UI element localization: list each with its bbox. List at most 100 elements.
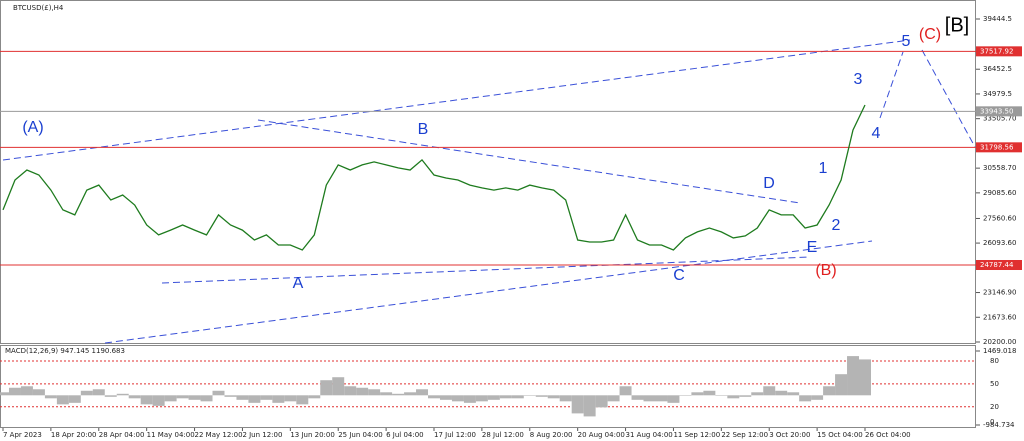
macd-bar: [200, 395, 213, 402]
macd-bar: [8, 387, 21, 396]
macd-bar: [631, 395, 644, 400]
x-tick-label: 18 Apr 20:00: [51, 431, 97, 439]
x-tick-label: 15 Oct 04:00: [817, 431, 863, 439]
macd-bar: [559, 395, 572, 402]
macd-bar: [80, 390, 93, 396]
y2-tick-label: 80: [990, 357, 999, 365]
x-tick-label: 20 Aug 04:00: [578, 431, 625, 439]
wave-label: 1: [819, 160, 828, 177]
macd-bar: [811, 395, 824, 400]
macd-bar: [583, 395, 596, 417]
macd-bar: [20, 386, 33, 396]
macd-bar: [475, 395, 488, 402]
macd-bar: [140, 395, 153, 405]
macd-bar: [451, 395, 464, 402]
x-tick-label: 2 Jun 12:00: [242, 431, 282, 439]
macd-bar: [487, 395, 500, 400]
macd-bar: [404, 392, 417, 396]
x-tick-label: 11 Sep 12:00: [673, 431, 720, 439]
macd-bar: [344, 386, 357, 396]
macd-bar: [571, 395, 584, 414]
macd-bar: [499, 395, 512, 399]
macd-bar: [164, 395, 177, 402]
macd-bar: [439, 395, 452, 400]
macd-bar: [535, 395, 548, 397]
x-tick-label: 8 Aug 20:00: [530, 431, 573, 439]
y-tick-label: 39444.5: [983, 15, 1012, 23]
macd-bar: [212, 390, 225, 396]
macd-bar: [356, 387, 369, 396]
x-tick-label: 3 Oct 20:00: [769, 431, 810, 439]
macd-bar: [547, 395, 560, 399]
macd-bar: [248, 395, 261, 403]
macd-bar: [224, 395, 237, 397]
macd-bar: [739, 395, 752, 397]
wave-label: (A): [22, 119, 43, 136]
macd-bar: [691, 392, 704, 396]
x-tick-label: 26 Oct 04:00: [865, 431, 911, 439]
y-tick-label: 33505.70: [983, 115, 1016, 123]
wave-label: (C): [919, 26, 941, 43]
y-tick-label: 23146.90: [983, 289, 1016, 297]
macd-bar: [607, 395, 620, 402]
y-tick-label: 30558.70: [983, 164, 1016, 172]
x-tick-label: 13 Jun 20:00: [290, 431, 334, 439]
y-tick-label: 26093.60: [983, 239, 1016, 247]
trend-line: [2, 39, 911, 161]
y-tick-label: 20200.00: [983, 338, 1016, 346]
level-tag: [976, 106, 1022, 117]
macd-bar: [847, 356, 860, 396]
macd-bar: [44, 395, 57, 399]
main-panel: [0, 0, 976, 344]
x-tick-label: 28 Jul 12:00: [482, 431, 524, 439]
wave-label: E: [807, 239, 818, 256]
wave-label: 5: [902, 33, 911, 50]
macd-bar: [272, 395, 285, 403]
x-tick-label: 11 May 04:00: [147, 431, 195, 439]
macd-bar: [835, 374, 848, 396]
macd-bar: [595, 395, 608, 408]
macd-bar: [56, 395, 69, 405]
macd-bar: [0, 392, 9, 396]
macd-bar: [751, 392, 764, 396]
macd-bar: [799, 395, 812, 402]
trend-line: [104, 240, 873, 344]
macd-bar: [104, 395, 117, 397]
macd-bar: [332, 377, 345, 396]
y-tick-label: 27560.60: [983, 214, 1016, 222]
macd-title: MACD(12,26,9) 947.145 1190.683: [5, 347, 125, 355]
trend-line: [879, 51, 904, 119]
macd-bar: [859, 359, 871, 396]
macd-bar: [92, 389, 105, 396]
x-tick-label: 17 Jul 12:00: [434, 431, 476, 439]
macd-bar: [619, 386, 632, 396]
macd-panel: [0, 345, 976, 428]
macd-bar: [823, 386, 836, 396]
macd-bar: [715, 395, 728, 396]
macd-bar: [152, 395, 165, 406]
y2-tick-label: 0: [990, 418, 994, 426]
y2-tick-label: 50: [990, 380, 999, 388]
price-line: [2, 104, 866, 251]
trend-line: [921, 49, 976, 148]
macd-bar: [236, 395, 249, 400]
wave-label: [B]: [945, 14, 969, 36]
macd-bar: [368, 389, 381, 396]
macd-bar: [116, 393, 129, 396]
y-tick-label: 34979.5: [983, 90, 1012, 98]
level-label: 31798.56: [980, 143, 1014, 151]
macd-bar: [511, 395, 524, 399]
trend-line: [257, 119, 801, 204]
x-tick-label: 6 Jul 04:00: [386, 431, 424, 439]
y-tick-label: -984.734: [983, 421, 1015, 429]
wave-label: (B): [815, 262, 836, 279]
macd-bar: [128, 395, 141, 399]
macd-bar: [463, 395, 476, 403]
y-tick-label: 1469.018: [983, 347, 1016, 355]
macd-bar: [32, 389, 45, 396]
macd-bar: [428, 395, 440, 399]
wave-label: A: [293, 275, 304, 292]
macd-bar: [296, 395, 309, 405]
x-tick-label: 7 Apr 2023: [3, 431, 42, 439]
macd-bar: [416, 389, 429, 396]
